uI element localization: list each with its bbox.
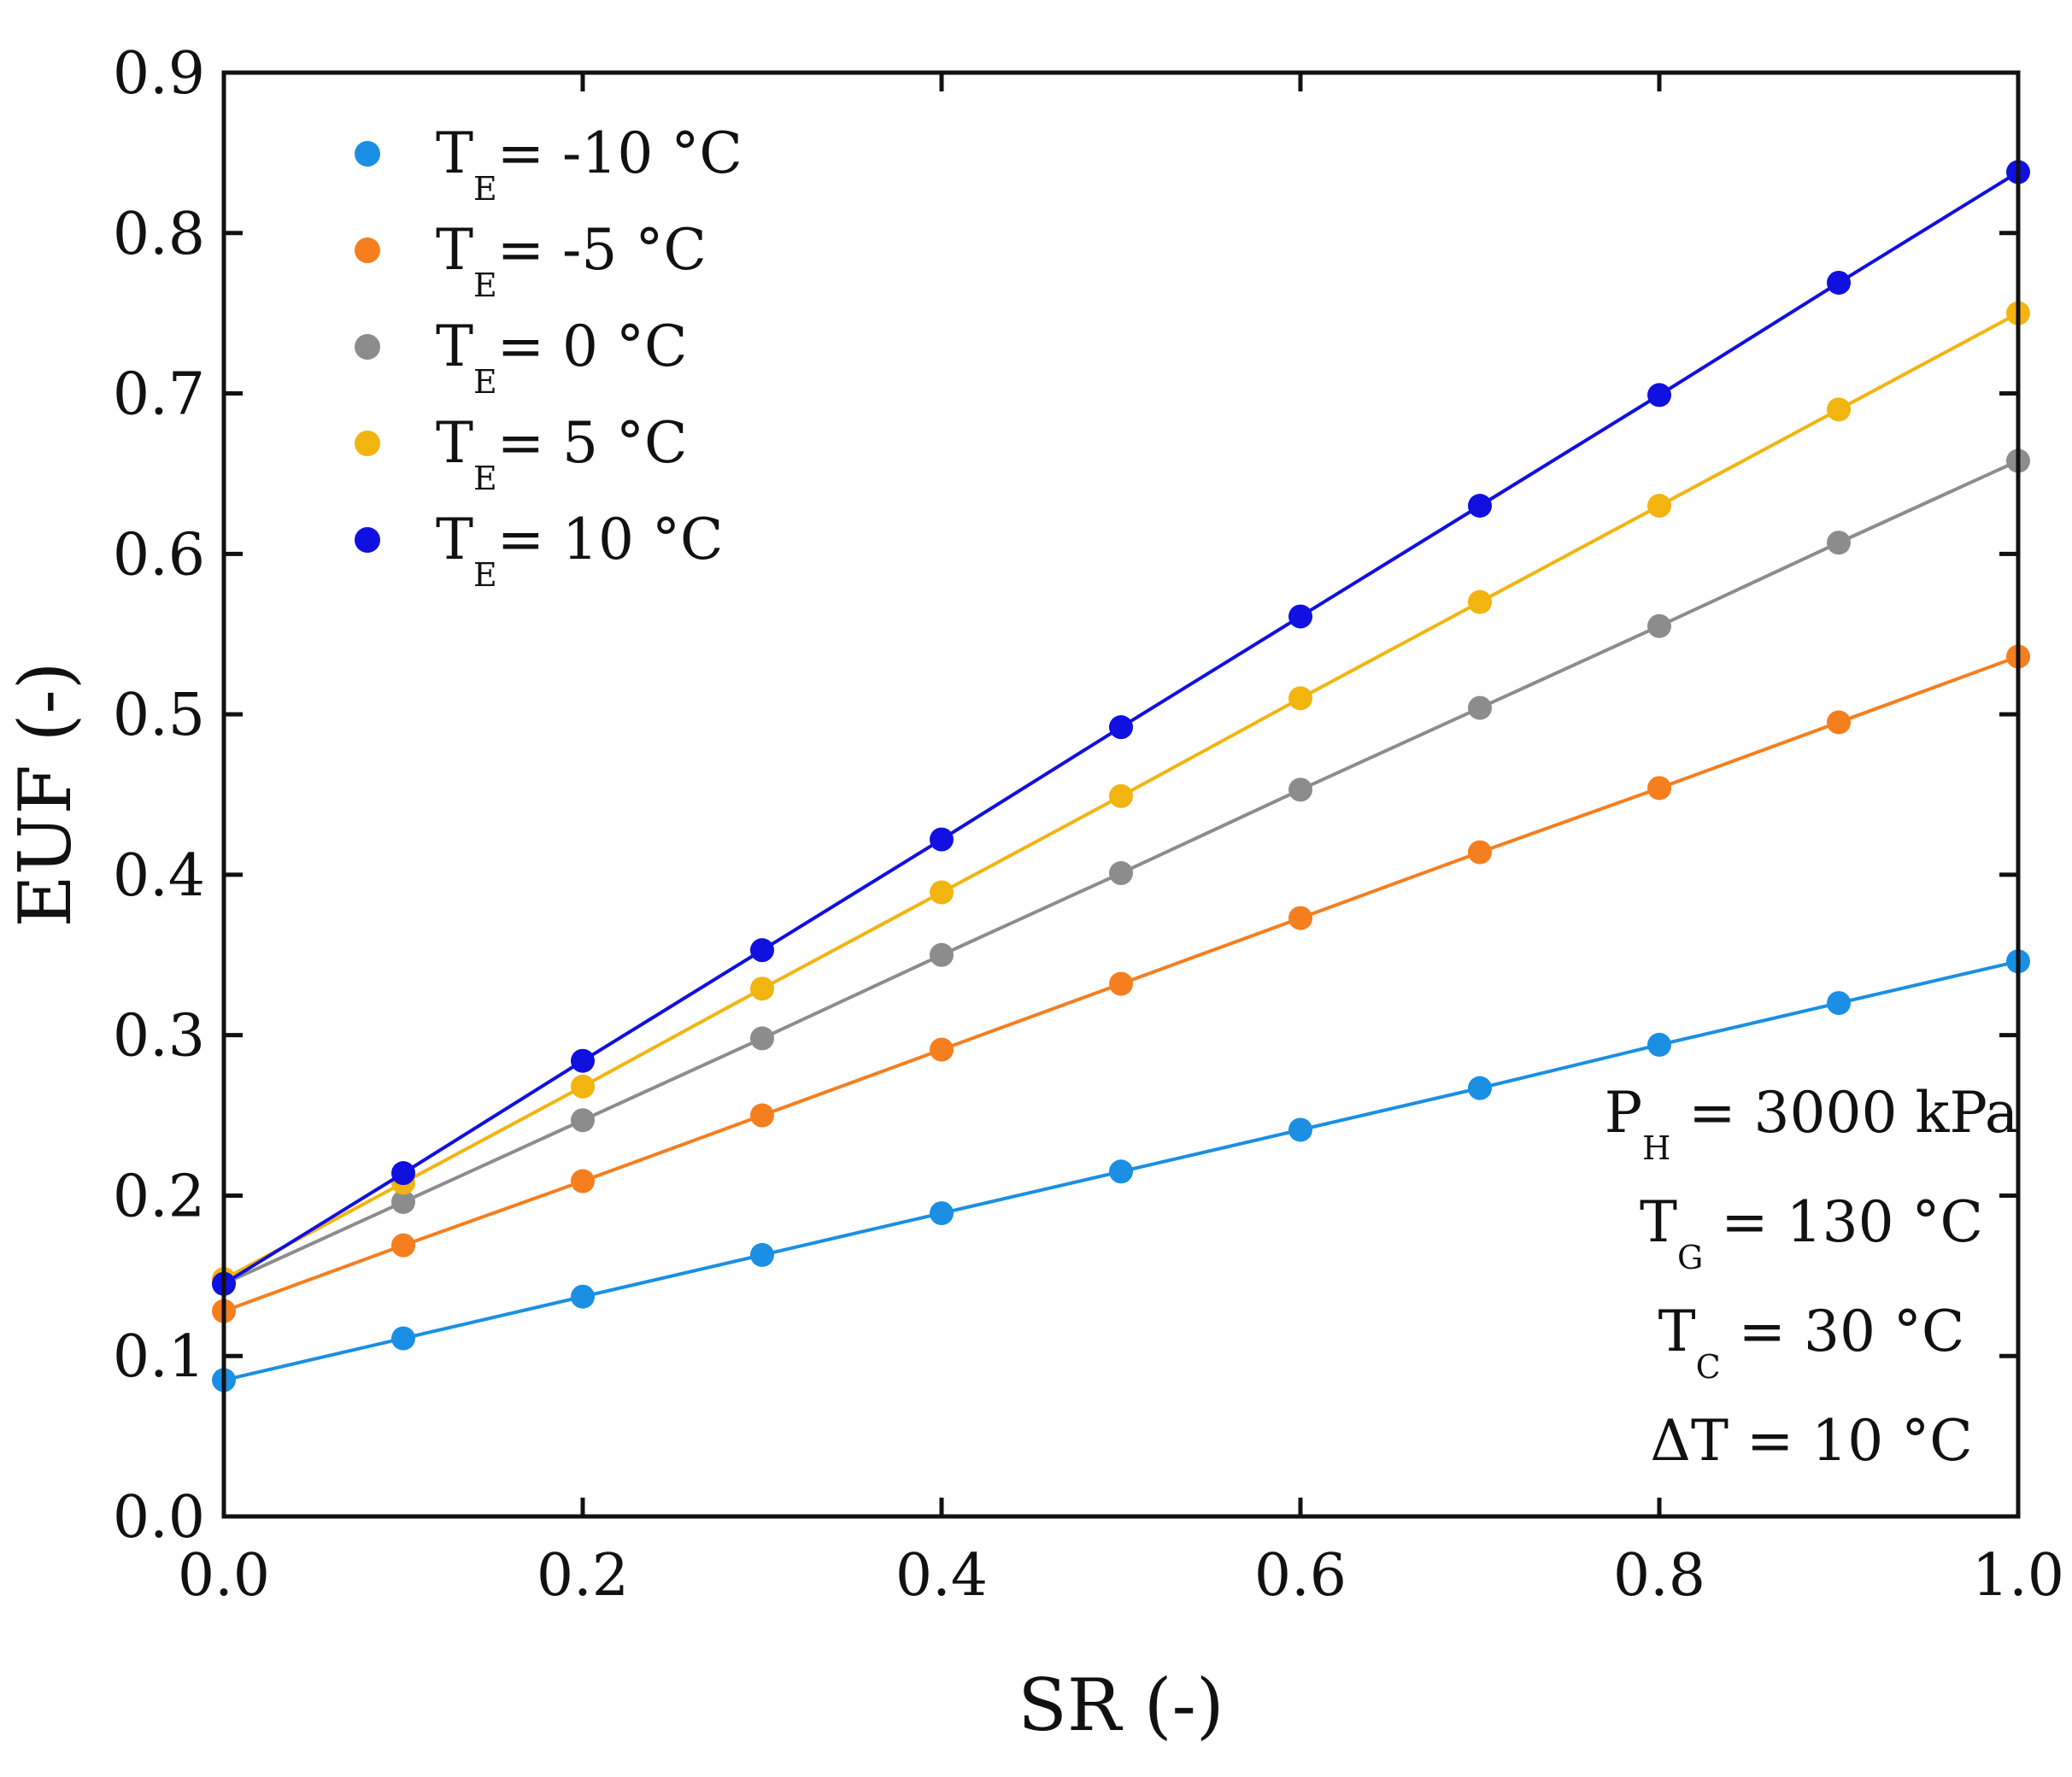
data-point bbox=[1647, 383, 1671, 408]
y-tick-label: 0.8 bbox=[113, 201, 205, 268]
data-point bbox=[1827, 710, 1851, 735]
data-point bbox=[1109, 783, 1133, 808]
data-point bbox=[750, 1026, 774, 1051]
x-tick-label: 0.8 bbox=[1613, 1542, 1705, 1610]
data-point bbox=[1109, 715, 1133, 740]
data-point bbox=[1827, 270, 1851, 295]
data-point bbox=[1827, 991, 1851, 1016]
legend-item: TE= -10 °C bbox=[355, 120, 743, 208]
data-point bbox=[1288, 604, 1312, 629]
x-tick-label: 0.0 bbox=[178, 1542, 270, 1610]
data-point bbox=[1827, 397, 1851, 422]
legend-marker bbox=[355, 141, 380, 167]
annotation-line: TC = 30 °C bbox=[1658, 1299, 1965, 1386]
legend-marker bbox=[355, 527, 380, 553]
data-point bbox=[930, 1037, 954, 1062]
legend-label: TE= 0 °C bbox=[436, 314, 688, 401]
data-point bbox=[750, 1103, 774, 1128]
y-tick-label: 0.3 bbox=[113, 1003, 205, 1070]
y-tick-label: 0.6 bbox=[113, 521, 205, 589]
data-point bbox=[391, 1161, 415, 1186]
data-point bbox=[571, 1074, 595, 1099]
legend: TE= -10 °C TE= -5 °C TE= 0 °C TE= 5 °C TE= 1… bbox=[355, 120, 743, 594]
data-point bbox=[1109, 861, 1133, 886]
legend-label: TE= -10 °C bbox=[436, 120, 743, 208]
data-point bbox=[1827, 531, 1851, 555]
data-point bbox=[1647, 494, 1671, 518]
data-point bbox=[930, 827, 954, 852]
data-point bbox=[571, 1108, 595, 1133]
data-point bbox=[1288, 686, 1312, 711]
series-4 bbox=[212, 160, 2030, 1296]
data-point bbox=[1468, 695, 1492, 720]
data-point bbox=[1468, 589, 1492, 614]
data-point bbox=[1468, 1076, 1492, 1100]
y-tick-label: 0.1 bbox=[113, 1323, 205, 1391]
data-point bbox=[391, 1189, 415, 1214]
legend-marker bbox=[355, 431, 380, 456]
y-axis-title: EUF (-) bbox=[3, 661, 87, 927]
annotation-line: PH = 3000 kPa bbox=[1605, 1080, 2019, 1167]
legend-marker bbox=[355, 334, 380, 360]
data-point bbox=[1288, 777, 1312, 802]
data-point bbox=[1109, 971, 1133, 996]
legend-item: TE= 5 °C bbox=[355, 410, 688, 497]
data-point bbox=[1647, 776, 1671, 801]
data-point bbox=[1288, 906, 1312, 930]
parameter-annotations: PH = 3000 kPa TG = 130 °C TC = 30 °C ΔT = 1… bbox=[1605, 1080, 2019, 1474]
series-1 bbox=[212, 644, 2030, 1323]
x-axis-title: SR (-) bbox=[1018, 1663, 1224, 1747]
y-tick-label: 0.7 bbox=[113, 361, 205, 429]
data-point bbox=[930, 880, 954, 905]
data-point bbox=[391, 1233, 415, 1258]
y-tick-label: 0.9 bbox=[113, 40, 205, 108]
legend-item: TE= 0 °C bbox=[355, 314, 688, 401]
annotation-line: TG = 130 °C bbox=[1640, 1189, 1983, 1276]
data-point bbox=[930, 1201, 954, 1226]
x-tick-label: 0.6 bbox=[1254, 1542, 1347, 1610]
data-point bbox=[1468, 840, 1492, 865]
y-tick-label: 0.5 bbox=[113, 682, 205, 749]
series-0 bbox=[212, 949, 2030, 1393]
data-point bbox=[391, 1326, 415, 1351]
y-tick-label: 0.0 bbox=[113, 1484, 205, 1551]
data-point bbox=[750, 938, 774, 963]
legend-item: TE= 10 °C bbox=[355, 507, 724, 594]
y-tick-label: 0.4 bbox=[113, 842, 205, 910]
x-tick-label: 0.2 bbox=[537, 1542, 629, 1610]
data-point bbox=[930, 942, 954, 967]
data-point bbox=[571, 1284, 595, 1309]
data-point bbox=[1109, 1159, 1133, 1184]
y-tick-label: 0.2 bbox=[113, 1163, 205, 1230]
annotation-line: ΔT = 10 °C bbox=[1650, 1408, 1972, 1474]
legend-label: TE= 5 °C bbox=[436, 410, 688, 497]
data-point bbox=[1647, 1032, 1671, 1057]
data-point bbox=[1647, 613, 1671, 638]
legend-label: TE= -5 °C bbox=[436, 217, 707, 304]
legend-marker bbox=[355, 238, 380, 263]
x-tick-label: 1.0 bbox=[1972, 1542, 2064, 1610]
data-point bbox=[750, 976, 774, 1001]
plot-frame bbox=[221, 70, 2021, 1519]
legend-item: TE= -5 °C bbox=[355, 217, 707, 304]
data-point bbox=[571, 1169, 595, 1193]
x-tick-label: 0.4 bbox=[895, 1542, 988, 1610]
data-point bbox=[1288, 1117, 1312, 1142]
legend-label: TE= 10 °C bbox=[436, 507, 724, 594]
data-point bbox=[571, 1048, 595, 1073]
data-point bbox=[1468, 494, 1492, 518]
data-point bbox=[750, 1242, 774, 1267]
